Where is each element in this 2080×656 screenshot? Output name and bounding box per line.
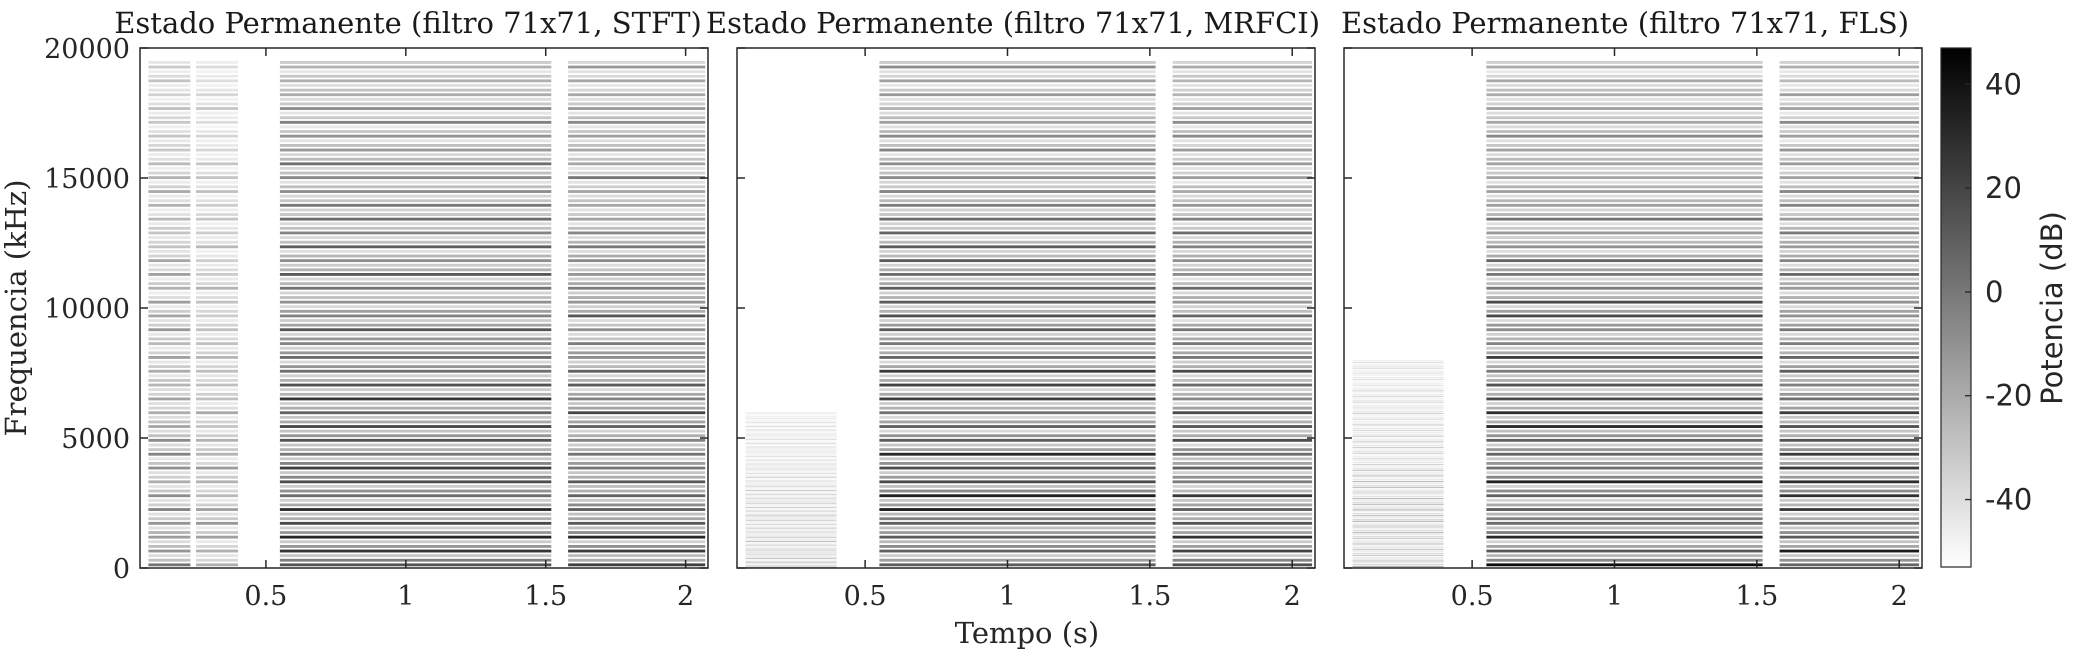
x-tick-label: 0.5 — [844, 581, 887, 612]
colorbar-tick-label: 0 — [1985, 275, 2003, 309]
spectrogram-segment — [196, 61, 238, 567]
x-tick-label: 1 — [1606, 581, 1623, 612]
spectrogram-area — [745, 61, 1313, 568]
spectrogram-area — [1352, 61, 1920, 568]
colorbar-ticks: 40 20 0 -20 -40 — [1965, 67, 2032, 517]
colorbar-tick-label: -20 — [1985, 379, 2032, 413]
x-tick-label: 1 — [999, 581, 1016, 612]
x-tick-label: 2 — [677, 581, 694, 612]
panel-title: Estado Permanente (filtro 71x71, MRFCI) — [706, 6, 1320, 40]
x-ticks: 0.5 1 1.5 2 — [244, 48, 694, 612]
spectrogram-segment — [1779, 61, 1920, 567]
x-tick-label: 1 — [397, 581, 414, 612]
colorbar-gradient — [1940, 47, 1972, 568]
x-tick-label: 0.5 — [1451, 581, 1494, 612]
x-tick-label: 2 — [1891, 581, 1908, 612]
x-tick-label: 0.5 — [244, 581, 287, 612]
spectrogram-segment — [279, 61, 552, 567]
spectrogram-segment — [148, 61, 191, 567]
spectrogram-segment — [1172, 61, 1313, 567]
panel-fls: Estado Permanente (filtro 71x71, FLS) 0.… — [1341, 6, 1923, 612]
y-tick-label: 10000 — [44, 294, 130, 325]
panel-title: Estado Permanente (filtro 71x71, FLS) — [1341, 6, 1909, 40]
colorbar-tick-label: 20 — [1985, 171, 2022, 205]
panel-title: Estado Permanente (filtro 71x71, STFT) — [114, 6, 702, 40]
y-ticks: 0 5000 10000 15000 20000 — [44, 34, 708, 585]
y-tick-label: 20000 — [44, 34, 130, 65]
spectrogram-area — [148, 61, 706, 567]
panel-mrfci: Estado Permanente (filtro 71x71, MRFCI) … — [706, 6, 1320, 650]
colorbar-tick-label: -40 — [1985, 483, 2032, 517]
x-tick-label: 1.5 — [524, 581, 567, 612]
x-ticks: 0.5 1 1.5 2 — [737, 47, 1315, 612]
colorbar-tick-label: 40 — [1985, 67, 2022, 101]
x-ticks: 0.5 1 1.5 2 — [1344, 47, 1922, 612]
spectrogram-segment — [1352, 360, 1444, 568]
spectrogram-segment — [879, 61, 1156, 567]
spectrogram-segment — [1486, 61, 1763, 567]
y-axis-label: Frequencia (kHz) — [0, 179, 33, 436]
y-tick-label: 0 — [113, 554, 130, 585]
spectrogram-segment — [745, 412, 837, 568]
colorbar: 40 20 0 -20 -40 Potencia (dB) — [1940, 47, 2069, 568]
x-tick-label: 2 — [1284, 581, 1301, 612]
x-tick-label: 1.5 — [1128, 581, 1171, 612]
y-tick-label: 5000 — [61, 424, 130, 455]
spectrogram-segment — [568, 61, 706, 567]
colorbar-label: Potencia (dB) — [2035, 211, 2069, 405]
x-axis-label: Tempo (s) — [955, 616, 1100, 650]
y-tick-label: 15000 — [44, 164, 130, 195]
panel-stft: Estado Permanente (filtro 71x71, STFT) 0… — [0, 6, 709, 612]
x-tick-label: 1.5 — [1735, 581, 1778, 612]
